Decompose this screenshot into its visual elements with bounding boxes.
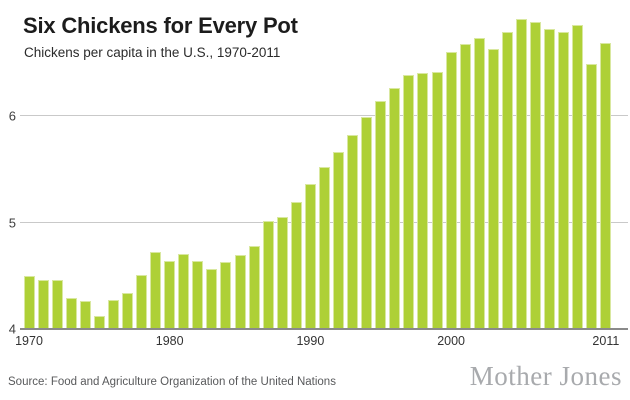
x-axis-line <box>20 328 628 330</box>
bar-1986 <box>248 246 260 328</box>
x-tick-1980: 1980 <box>155 334 184 348</box>
bar-1991 <box>318 167 330 328</box>
bar-2005 <box>515 19 527 328</box>
gridline-6 <box>20 115 628 117</box>
mother-jones-logo: Mother Jones <box>469 361 622 391</box>
bar-1995 <box>375 101 387 328</box>
bar-1992 <box>333 152 345 328</box>
bar-1976 <box>107 300 119 328</box>
bar-1994 <box>361 117 373 328</box>
bar-2007 <box>544 29 556 328</box>
bar-1974 <box>79 301 91 328</box>
bar-1987 <box>262 220 274 328</box>
bar-2009 <box>572 24 584 328</box>
x-tick-2000: 2000 <box>437 334 465 348</box>
bar-1977 <box>121 292 133 328</box>
bar-1985 <box>234 254 246 328</box>
x-tick-2011: 2011 <box>592 334 620 348</box>
bar-1990 <box>304 184 316 328</box>
bar-2006 <box>530 21 542 328</box>
bar-2003 <box>487 49 499 328</box>
source-note: Source: Food and Agriculture Organizatio… <box>8 376 336 388</box>
bar-1973 <box>65 298 77 328</box>
chart-subtitle: Chickens per capita in the U.S., 1970-20… <box>24 45 281 60</box>
bar-1972 <box>51 280 63 328</box>
bar-2011 <box>600 42 612 328</box>
bar-1980 <box>164 260 176 328</box>
bar-2000 <box>445 52 457 328</box>
x-tick-1970: 1970 <box>15 334 43 348</box>
y-tick-5: 5 <box>8 215 16 231</box>
bar-1982 <box>192 260 204 328</box>
bar-1999 <box>431 71 443 328</box>
bar-2002 <box>473 37 485 328</box>
bar-2001 <box>459 43 471 328</box>
bar-1975 <box>93 316 105 328</box>
bar-1998 <box>417 72 429 328</box>
bar-1996 <box>389 87 401 328</box>
bar-1984 <box>220 262 232 328</box>
bar-1997 <box>403 74 415 328</box>
y-tick-6: 6 <box>8 108 16 124</box>
bar-2004 <box>501 32 513 328</box>
bar-1978 <box>136 274 148 328</box>
bar-1993 <box>347 135 359 328</box>
bar-2010 <box>586 64 598 328</box>
bar-1988 <box>276 217 288 328</box>
bar-1970 <box>23 275 35 328</box>
bar-1979 <box>150 252 162 328</box>
bar-1981 <box>178 253 190 328</box>
chart-title: Six Chickens for Every Pot <box>23 13 298 38</box>
y-tick-4: 4 <box>8 321 16 337</box>
bar-1989 <box>290 202 302 328</box>
bar-1983 <box>206 269 218 328</box>
x-tick-1990: 1990 <box>296 334 325 348</box>
bar-2008 <box>558 32 570 328</box>
bar-1971 <box>37 280 49 328</box>
